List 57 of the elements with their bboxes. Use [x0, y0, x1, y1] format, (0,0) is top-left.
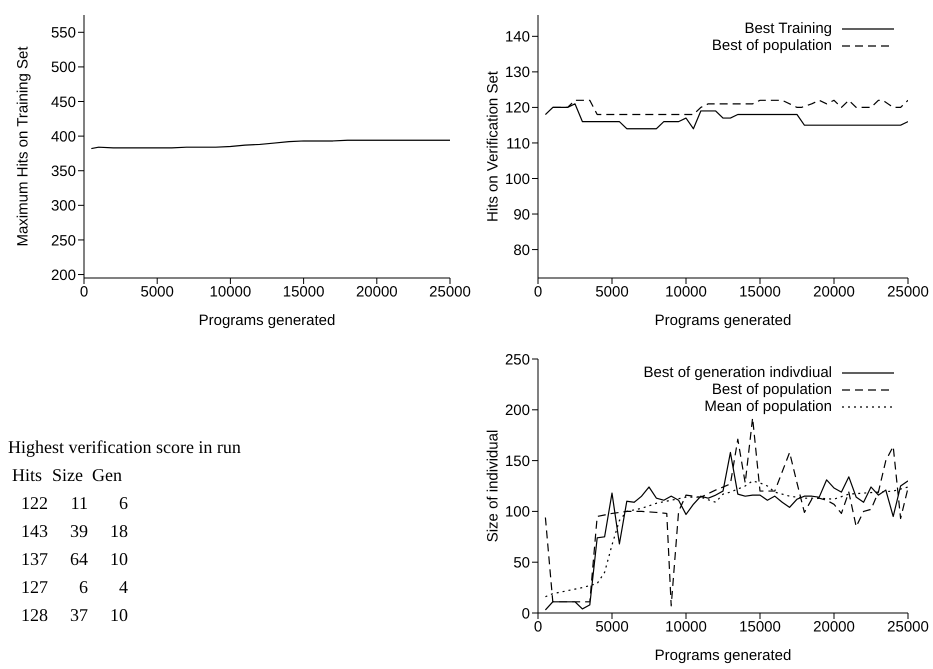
x-tick-label: 25000 — [429, 284, 471, 301]
y-tick-label: 120 — [504, 100, 530, 117]
y-tick-label: 500 — [50, 59, 76, 76]
y-tick-label: 110 — [506, 135, 530, 152]
x-tick-label: 25000 — [887, 618, 929, 636]
x-axis-title: Programs generated — [198, 312, 336, 329]
legend-label: Best Training — [744, 20, 832, 37]
x-tick-label: 20000 — [813, 618, 855, 636]
y-tick-label: 0 — [522, 605, 530, 622]
x-axis-title: Programs generated — [654, 647, 792, 664]
y-tick-label: 90 — [513, 206, 530, 224]
legend-label: Best of population — [712, 37, 832, 54]
x-tick-label: 0 — [534, 618, 542, 636]
text: Highest verification score in run — [8, 436, 241, 459]
y-tick-label: 400 — [50, 128, 76, 146]
y-tick-label: 550 — [50, 24, 76, 42]
y-axis-title: Maximum Hits on Training Set — [14, 46, 32, 247]
x-tick-label: 10000 — [665, 618, 707, 636]
x-tick-label: 15000 — [282, 284, 324, 301]
y-tick-label: 140 — [504, 28, 530, 46]
x-tick-label: 10000 — [665, 284, 707, 301]
y-tick-label: 100 — [504, 170, 530, 188]
x-axis-title: Programs generated — [654, 312, 792, 329]
y-tick-label: 250 — [50, 232, 76, 250]
x-tick-label: 15000 — [739, 618, 781, 636]
y-tick-label: 300 — [50, 198, 76, 215]
x-tick-label: 20000 — [356, 284, 398, 301]
legend-label: Best of population — [712, 381, 832, 398]
y-tick-label: 450 — [50, 94, 76, 111]
y-axis-title: Size of individual — [484, 430, 502, 542]
x-tick-label: 5000 — [595, 284, 629, 301]
x-tick-label: 25000 — [887, 284, 929, 301]
x-tick-label: 15000 — [739, 284, 781, 301]
legend-label: Best of generation indivdiual — [644, 364, 832, 381]
y-tick-label: 250 — [504, 351, 530, 368]
legend-label: Mean of population — [704, 398, 832, 415]
x-tick-label: 0 — [534, 284, 542, 301]
text: 137 64 10 — [21, 548, 128, 568]
y-tick-label: 350 — [50, 163, 76, 180]
y-axis-title: Hits on Verification Set — [484, 70, 502, 222]
y-tick-label: 100 — [504, 504, 530, 521]
text: 128 37 10 — [21, 604, 128, 624]
y-tick-label: 80 — [513, 242, 530, 259]
y-tick-label: 200 — [504, 402, 530, 420]
x-tick-label: 5000 — [595, 618, 629, 636]
y-tick-label: 130 — [504, 64, 530, 82]
text: 127 6 4 — [21, 576, 128, 596]
x-tick-label: 10000 — [210, 284, 252, 301]
y-tick-label: 50 — [513, 554, 530, 572]
x-tick-label: 0 — [80, 284, 88, 301]
text: Hits Size Gen — [11, 464, 123, 486]
y-tick-label: 200 — [50, 266, 76, 284]
text: 143 39 18 — [21, 520, 128, 540]
text: 122 11 6 — [21, 492, 128, 512]
x-tick-label: 5000 — [140, 284, 174, 301]
x-tick-label: 20000 — [813, 284, 855, 301]
y-tick-label: 150 — [504, 452, 530, 470]
